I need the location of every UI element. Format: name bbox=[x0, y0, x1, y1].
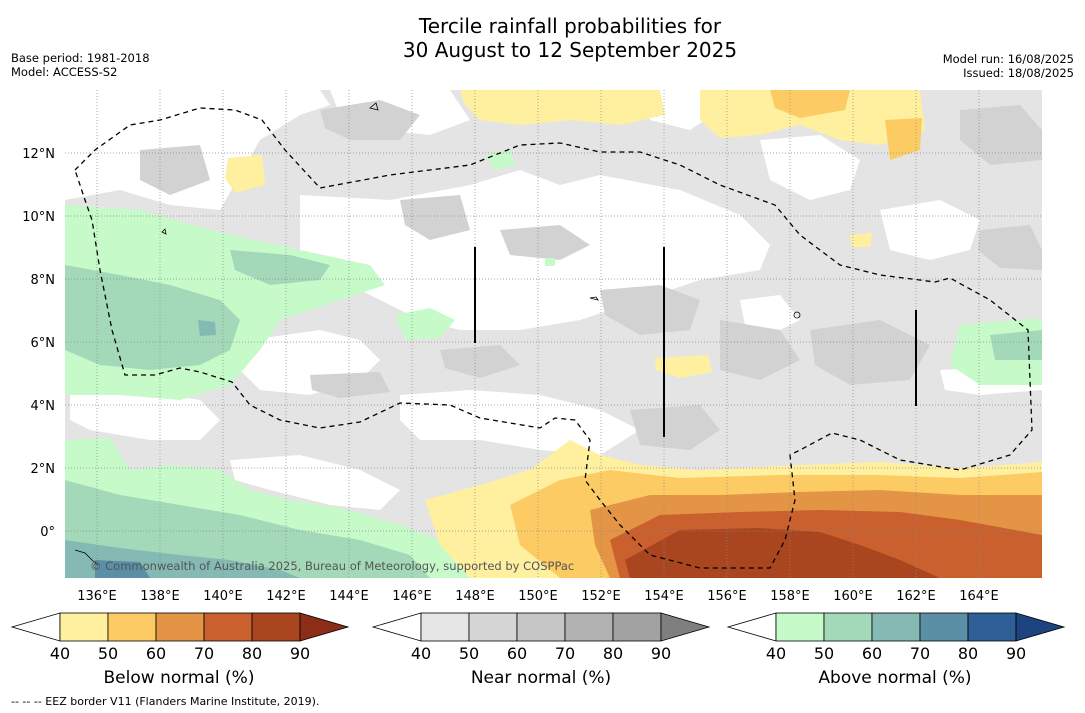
lon-tick: 138°E bbox=[140, 589, 180, 604]
lat-tick: 2°N bbox=[31, 462, 56, 477]
colorbar-tick-label: 70 bbox=[910, 644, 930, 663]
colorbar-extend-low bbox=[371, 612, 422, 642]
below-normal-label: Below normal (%) bbox=[103, 668, 255, 688]
colorbar-tick-label: 60 bbox=[507, 644, 527, 663]
lon-tick: 164°E bbox=[959, 589, 999, 604]
copyright-notice: © Commonwealth of Australia 2025, Bureau… bbox=[90, 559, 574, 573]
colorbar-tick-label: 40 bbox=[766, 644, 786, 663]
colorbar-tick-label: 80 bbox=[958, 644, 978, 663]
base-period: Base period: 1981-2018 bbox=[11, 51, 150, 65]
lon-tick: 136°E bbox=[77, 589, 117, 604]
meta-right: Model run: 16/08/2025 Issued: 18/08/2025 bbox=[943, 52, 1074, 80]
lon-tick: 160°E bbox=[833, 589, 873, 604]
near-normal-50 bbox=[140, 100, 1042, 450]
lat-tick: 8°N bbox=[31, 273, 56, 288]
colorbar-bin bbox=[516, 612, 566, 642]
lon-tick: 150°E bbox=[518, 589, 558, 604]
lat-labels: 12°N 10°N 8°N 6°N 4°N 2°N 0° bbox=[22, 147, 55, 540]
colorbar-tick-label: 70 bbox=[555, 644, 575, 663]
model-name: Model: ACCESS-S2 bbox=[11, 65, 118, 79]
colorbars: 40 50 60 70 80 90 40 50 60 70 80 90 40 50 60 70 80 90 bbox=[10, 612, 1066, 663]
colorbar-bin bbox=[420, 612, 470, 642]
colorbar-extend-high bbox=[660, 612, 711, 642]
lon-tick: 156°E bbox=[707, 589, 747, 604]
graticule bbox=[65, 90, 1042, 578]
lon-labels: 136°E 138°E 140°E 142°E 144°E 146°E 148°… bbox=[77, 589, 999, 604]
colorbar-bin bbox=[823, 612, 873, 642]
colorbar-tick-label: 90 bbox=[651, 644, 671, 663]
colorbar-bin bbox=[775, 612, 825, 642]
colorbar-bin bbox=[564, 612, 614, 642]
map-fields: © Commonwealth of Australia 2025, Bureau… bbox=[65, 90, 1042, 578]
lon-tick: 148°E bbox=[455, 589, 495, 604]
colorbar-tick-label: 80 bbox=[603, 644, 623, 663]
above-normal-east bbox=[950, 318, 1042, 385]
colorbar-tick-label: 80 bbox=[242, 644, 262, 663]
colorbar-tick-label: 60 bbox=[146, 644, 166, 663]
lat-tick: 10°N bbox=[22, 210, 55, 225]
lon-tick: 152°E bbox=[581, 589, 621, 604]
colorbar-bin bbox=[59, 612, 109, 642]
lat-tick: 12°N bbox=[22, 147, 55, 162]
colorbar-bin bbox=[967, 612, 1017, 642]
lon-tick: 154°E bbox=[644, 589, 684, 604]
lon-tick: 140°E bbox=[203, 589, 243, 604]
colorbar-tick-label: 50 bbox=[98, 644, 118, 663]
lon-tick: 142°E bbox=[266, 589, 306, 604]
near-normal-label: Near normal (%) bbox=[470, 668, 612, 688]
colorbar-1: 40 50 60 70 80 90 bbox=[371, 612, 711, 663]
eez-border bbox=[74, 107, 1033, 569]
colorbar-bin bbox=[612, 612, 662, 642]
above-normal-west bbox=[65, 150, 555, 578]
colorbar-tick-label: 50 bbox=[814, 644, 834, 663]
colorbar-tick-label: 40 bbox=[50, 644, 70, 663]
colorbar-tick-label: 40 bbox=[411, 644, 431, 663]
colorbar-tick-label: 90 bbox=[1006, 644, 1026, 663]
colorbar-tick-label: 90 bbox=[290, 644, 310, 663]
lon-tick: 144°E bbox=[329, 589, 369, 604]
lat-tick: 6°N bbox=[31, 336, 56, 351]
boundary-lines bbox=[474, 247, 917, 437]
colorbar-tick-label: 60 bbox=[862, 644, 882, 663]
below-normal-regions bbox=[225, 90, 1042, 578]
colorbar-bin bbox=[203, 612, 253, 642]
lon-tick: 162°E bbox=[896, 589, 936, 604]
colorbar-tick-label: 70 bbox=[194, 644, 214, 663]
colorbar-bin bbox=[919, 612, 969, 642]
colorbar-bin bbox=[155, 612, 205, 642]
colorbar-bin bbox=[468, 612, 518, 642]
colorbar-bin bbox=[251, 612, 301, 642]
issued-date: Issued: 18/08/2025 bbox=[963, 66, 1074, 80]
lon-tick: 158°E bbox=[770, 589, 810, 604]
colorbar-extend-low bbox=[10, 612, 61, 642]
lon-tick: 146°E bbox=[392, 589, 432, 604]
colorbar-extend-low bbox=[726, 612, 777, 642]
colorbar-0: 40 50 60 70 80 90 bbox=[10, 612, 350, 663]
colorbar-bin bbox=[107, 612, 157, 642]
colorbar-2: 40 50 60 70 80 90 bbox=[726, 612, 1066, 663]
lat-tick: 0° bbox=[40, 525, 55, 540]
meta-left: Base period: 1981-2018 Model: ACCESS-S2 bbox=[11, 51, 150, 79]
colorbar-tick-label: 50 bbox=[459, 644, 479, 663]
islands bbox=[74, 102, 801, 566]
title-line-2: 30 August to 12 September 2025 bbox=[402, 38, 738, 62]
map-title: Tercile rainfall probabilities for 30 Au… bbox=[0, 14, 1085, 62]
model-run: Model run: 16/08/2025 bbox=[942, 52, 1074, 66]
title-line-1: Tercile rainfall probabilities for bbox=[418, 14, 722, 38]
eez-footnote: -- -- -- EEZ border V11 (Flanders Marine… bbox=[11, 695, 320, 708]
colorbar-extend-high bbox=[299, 612, 350, 642]
lat-tick: 4°N bbox=[31, 399, 56, 414]
colorbar-bin bbox=[871, 612, 921, 642]
above-normal-label: Above normal (%) bbox=[818, 668, 972, 688]
colorbar-extend-high bbox=[1015, 612, 1066, 642]
